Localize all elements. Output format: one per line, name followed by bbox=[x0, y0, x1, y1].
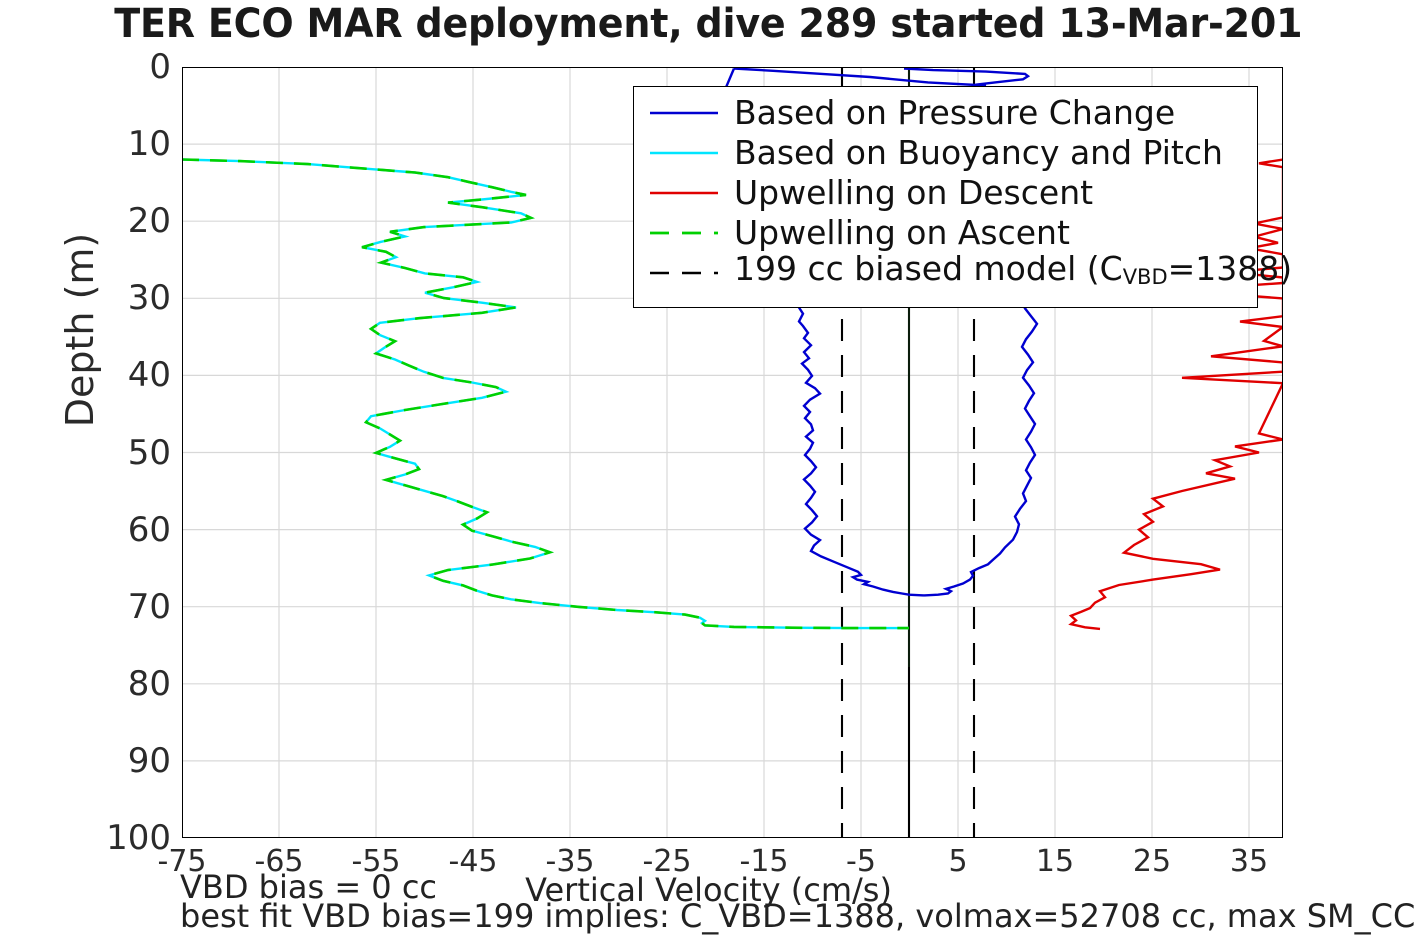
legend-item-pressure-change: Based on Pressure Change bbox=[634, 93, 1257, 133]
legend-item-upwelling-ascent: Upwelling on Ascent bbox=[634, 213, 1257, 253]
x-tick-n25: -25 bbox=[642, 844, 692, 879]
vbd-bias-note: VBD bias = 0 cc bbox=[180, 868, 438, 906]
axes-frame bbox=[182, 67, 1283, 838]
legend-label-upwelling-descent: Upwelling on Descent bbox=[734, 173, 1094, 212]
legend-swatch-upwelling-descent bbox=[648, 185, 720, 201]
legend-label-biased-model-sub: VBD bbox=[1122, 265, 1168, 289]
y-tick-10: 10 bbox=[127, 124, 171, 165]
x-tick-p25: 25 bbox=[1132, 844, 1172, 879]
y-tick-20: 20 bbox=[127, 201, 171, 242]
y-axis-label: Depth (m) bbox=[58, 232, 102, 428]
x-tick-n75: -75 bbox=[157, 844, 207, 879]
x-tick-p5: 5 bbox=[948, 844, 968, 879]
y-tick-80: 80 bbox=[127, 663, 171, 704]
legend-swatch-biased-model bbox=[648, 265, 720, 281]
y-tick-30: 30 bbox=[127, 278, 171, 319]
figure-title: TER ECO MAR deployment, dive 289 started… bbox=[0, 0, 1417, 54]
legend-swatch-pressure-change bbox=[648, 105, 720, 121]
y-tick-0: 0 bbox=[149, 47, 171, 87]
series-pressure-change-ascent bbox=[923, 301, 1039, 597]
x-tick-n55: -55 bbox=[351, 844, 401, 879]
x-axis-label: Vertical Velocity (cm/s) bbox=[525, 871, 892, 909]
x-tick-n15: -15 bbox=[739, 844, 789, 879]
figure-title-text: TER ECO MAR deployment, dive 289 started… bbox=[114, 1, 1303, 47]
best-fit-note: best fit VBD bias=199 implies: C_VBD=138… bbox=[180, 897, 1417, 935]
series-pressure-change-descent bbox=[796, 305, 925, 597]
x-tick-n35: -35 bbox=[545, 844, 595, 879]
y-tick-90: 90 bbox=[127, 740, 171, 781]
chart-legend: Based on Pressure Change Based on Buoyan… bbox=[633, 86, 1292, 308]
legend-label-biased-model-post: =1388) bbox=[1167, 249, 1293, 288]
x-tick-n5: -5 bbox=[846, 844, 876, 879]
legend-item-upwelling-descent: Upwelling on Descent bbox=[634, 173, 1257, 213]
series-pressure-change-surface bbox=[733, 67, 1031, 88]
series-upwelling-descent bbox=[1068, 158, 1283, 631]
y-tick-50: 50 bbox=[127, 432, 171, 473]
y-tick-100: 100 bbox=[106, 818, 171, 858]
legend-item-biased-model: 199 cc biased model (CVBD=1388) bbox=[634, 252, 1292, 293]
y-tick-70: 70 bbox=[127, 586, 171, 627]
x-tick-p15: 15 bbox=[1035, 844, 1075, 879]
x-tick-p35: 35 bbox=[1229, 844, 1269, 879]
y-tick-60: 60 bbox=[127, 509, 171, 550]
legend-label-upwelling-ascent: Upwelling on Ascent bbox=[734, 213, 1070, 252]
x-tick-n65: -65 bbox=[254, 844, 304, 879]
legend-item-buoyancy-pitch: Based on Buoyancy and Pitch bbox=[634, 133, 1257, 173]
legend-label-buoyancy-pitch: Based on Buoyancy and Pitch bbox=[734, 133, 1223, 172]
legend-label-biased-model-pre: 199 cc biased model (C bbox=[734, 249, 1123, 288]
legend-label-biased-model: 199 cc biased model (CVBD=1388) bbox=[734, 252, 1292, 294]
series-upwelling-ascent bbox=[182, 158, 909, 630]
legend-swatch-buoyancy-pitch bbox=[648, 145, 720, 161]
legend-label-pressure-change: Based on Pressure Change bbox=[734, 93, 1176, 132]
legend-swatch-upwelling-ascent bbox=[648, 225, 720, 241]
x-tick-n45: -45 bbox=[448, 844, 498, 879]
y-tick-40: 40 bbox=[127, 355, 171, 396]
